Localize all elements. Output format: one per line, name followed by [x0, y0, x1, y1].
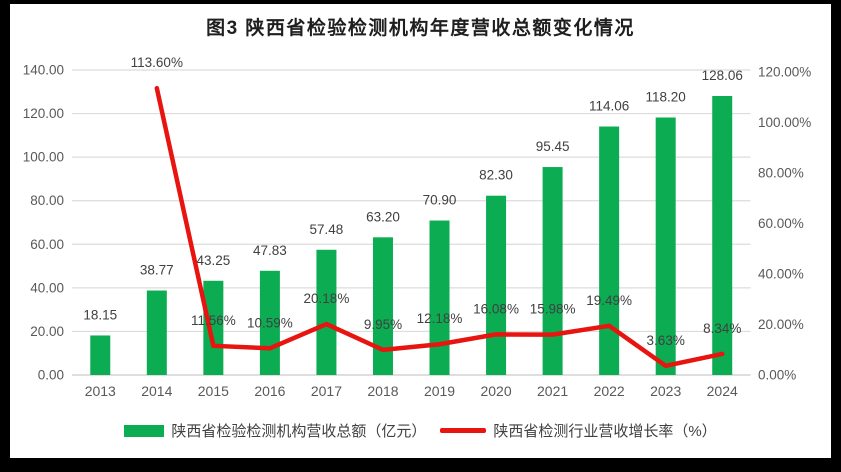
growth-value-label: 16.08%	[473, 301, 519, 316]
left-axis-tick-label: 60.00	[30, 237, 64, 252]
left-axis-tick-label: 80.00	[30, 193, 64, 208]
bar-value-label: 95.45	[536, 139, 570, 154]
legend-item-revenue: 陕西省检验检测机构营收总额（亿元）	[124, 420, 426, 441]
bar-2023	[655, 117, 676, 375]
right-axis-tick-label: 120.00%	[758, 65, 811, 80]
left-axis-tick-label: 120.00	[23, 106, 64, 121]
x-axis-label: 2020	[480, 383, 511, 399]
bar-2020	[486, 195, 507, 375]
right-axis-tick-label: 60.00%	[758, 216, 804, 231]
legend-label-revenue: 陕西省检验检测机构营收总额（亿元）	[171, 423, 427, 440]
bar-value-label: 63.20	[366, 209, 400, 224]
bar-value-label: 47.83	[253, 243, 287, 258]
x-axis-label: 2022	[594, 383, 625, 399]
right-axis-tick-label: 20.00%	[758, 317, 804, 332]
x-axis-label: 2024	[707, 383, 738, 399]
growth-value-label: 12.18%	[417, 311, 463, 326]
bar-series-swatch-icon	[124, 424, 165, 437]
bar-2013	[90, 335, 111, 375]
growth-value-label: 15.98%	[530, 302, 576, 317]
growth-value-label: 10.59%	[247, 315, 293, 330]
growth-value-label: 11.56%	[191, 313, 236, 328]
growth-value-label: 3.63%	[647, 333, 685, 348]
bar-value-label: 118.20	[646, 89, 686, 104]
right-axis-tick-label: 80.00%	[758, 166, 804, 181]
growth-line	[154, 85, 725, 369]
bar-2021	[542, 167, 563, 375]
growth-value-label: 20.18%	[304, 291, 350, 306]
left-axis-tick-label: 100.00	[23, 150, 64, 165]
legend: 陕西省检验检测机构营收总额（亿元） 陕西省检测行业营收增长率（%）	[0, 420, 841, 441]
growth-value-label: 19.49%	[586, 293, 632, 308]
bar-2024	[712, 96, 733, 375]
legend-item-growth: 陕西省检测行业营收增长率（%）	[440, 420, 717, 441]
x-axis-label: 2019	[424, 383, 455, 399]
x-axis-label: 2016	[254, 383, 285, 399]
bar-value-label: 70.90	[423, 193, 457, 208]
right-axis-tick-label: 100.00%	[758, 115, 811, 130]
left-axis-tick-label: 20.00	[30, 324, 64, 339]
x-axis-label: 2017	[311, 383, 342, 399]
bar-2019	[429, 220, 450, 375]
legend-label-growth: 陕西省检测行业营收增长率（%）	[493, 423, 717, 440]
bar-2015	[203, 280, 224, 375]
bar-value-label: 43.25	[196, 253, 230, 268]
left-axis-tick-label: 140.00	[23, 63, 64, 78]
right-axis-tick-label: 0.00%	[758, 368, 796, 383]
x-axis-label: 2021	[537, 383, 568, 399]
bar-value-label: 114.06	[589, 99, 629, 114]
x-axis-label: 2014	[141, 383, 172, 399]
bar-value-label: 18.15	[83, 307, 117, 322]
bar-2018	[372, 237, 393, 375]
bar-2017	[316, 249, 337, 375]
bar-value-label: 128.06	[702, 68, 743, 83]
chart-title: 图3 陕西省检验检测机构年度营收总额变化情况	[206, 18, 635, 39]
growth-value-label: 8.34%	[703, 321, 741, 336]
right-axis-tick-label: 40.00%	[758, 267, 804, 282]
growth-value-label: 113.60%	[131, 55, 183, 70]
bar-value-label: 38.77	[140, 263, 174, 278]
left-axis-tick-label: 40.00	[30, 280, 64, 295]
x-axis-label: 2013	[85, 383, 116, 399]
bar-value-label: 82.30	[479, 168, 513, 183]
bar-2022	[599, 126, 620, 375]
x-axis-label: 2018	[367, 383, 398, 399]
bar-2014	[146, 290, 167, 375]
left-axis-tick-label: 0.00	[38, 368, 64, 383]
growth-value-label: 9.95%	[364, 317, 402, 332]
chart-background	[10, 4, 831, 458]
bar-value-label: 57.48	[310, 222, 344, 237]
x-axis-label: 2015	[198, 383, 229, 399]
x-axis-label: 2023	[650, 383, 681, 399]
line-series-swatch-icon	[440, 428, 487, 433]
